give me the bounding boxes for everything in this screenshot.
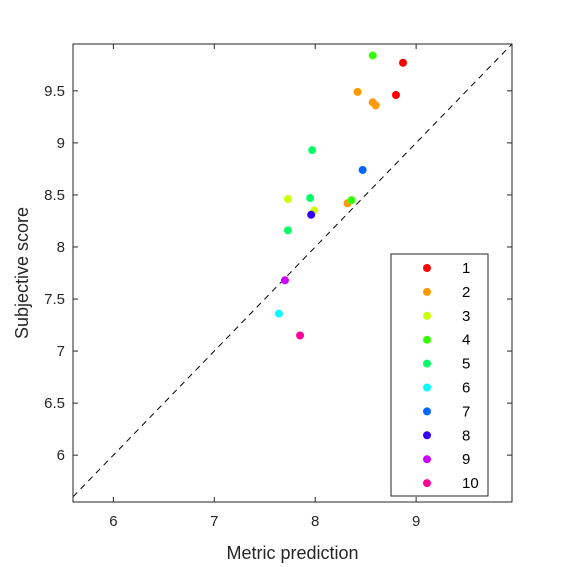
y-tick-label: 7: [57, 343, 65, 360]
data-point-series-2: [371, 101, 380, 110]
x-tick-label: 7: [210, 513, 218, 530]
legend-label-1: 1: [462, 260, 470, 277]
legend-marker-2: [423, 287, 431, 296]
data-point-series-5: [308, 146, 317, 155]
legend-marker-1: [423, 264, 431, 272]
y-tick-label: 6: [57, 447, 65, 464]
x-axis-label: Metric prediction: [226, 543, 358, 563]
legend-label-2: 2: [462, 284, 470, 301]
legend: 1 2 3 4 5 6 7 8 9 10: [390, 253, 489, 497]
data-point-series-7: [358, 165, 367, 174]
legend-label-4: 4: [462, 332, 470, 349]
x-tick-label: 8: [311, 513, 319, 530]
y-tick-label: 6.5: [44, 395, 65, 412]
legend-box: [390, 253, 489, 497]
x-tick-label: 6: [109, 513, 117, 530]
legend-marker-6: [423, 383, 431, 392]
data-points: [274, 51, 408, 340]
legend-marker-5: [423, 359, 431, 368]
x-axis-ticks: 6 7 8 9: [109, 44, 420, 530]
legend-marker-10: [423, 479, 431, 488]
data-point-series-9: [280, 276, 289, 285]
legend-label-5: 5: [462, 356, 470, 373]
legend-label-9: 9: [462, 451, 470, 468]
data-point-series-1: [399, 58, 408, 67]
y-tick-label: 8.5: [44, 187, 65, 204]
data-point-series-4: [347, 196, 356, 205]
data-point-series-2: [353, 87, 362, 96]
legend-marker-8: [423, 431, 431, 440]
plot-frame: [72, 43, 513, 503]
y-axis-label: Subjective score: [12, 207, 32, 339]
y-tick-label: 7.5: [44, 291, 65, 308]
legend-marker-7: [423, 407, 431, 416]
legend-label-6: 6: [462, 380, 470, 397]
legend-label-8: 8: [462, 427, 470, 444]
legend-marker-9: [423, 455, 431, 464]
data-point-series-3: [283, 195, 292, 204]
legend-label-3: 3: [462, 308, 470, 325]
y-tick-label: 9: [57, 135, 65, 152]
data-point-series-4: [368, 51, 377, 60]
y-axis-ticks: 6 6.5 7 7.5 8 8.5 9 9.5: [44, 83, 512, 464]
y-tick-label: 9.5: [44, 83, 65, 100]
data-point-series-6: [274, 309, 283, 318]
data-point-series-5: [283, 226, 292, 235]
data-point-series-5: [306, 194, 315, 203]
legend-label-7: 7: [462, 403, 470, 420]
x-tick-label: 9: [412, 513, 420, 530]
y-tick-label: 8: [57, 239, 65, 256]
legend-label-10: 10: [462, 475, 479, 492]
legend-marker-4: [423, 335, 431, 344]
legend-marker-3: [423, 311, 431, 320]
axes: [72, 43, 513, 503]
data-point-series-8: [307, 210, 316, 219]
data-point-series-10: [296, 331, 305, 340]
data-point-series-1: [391, 91, 400, 100]
